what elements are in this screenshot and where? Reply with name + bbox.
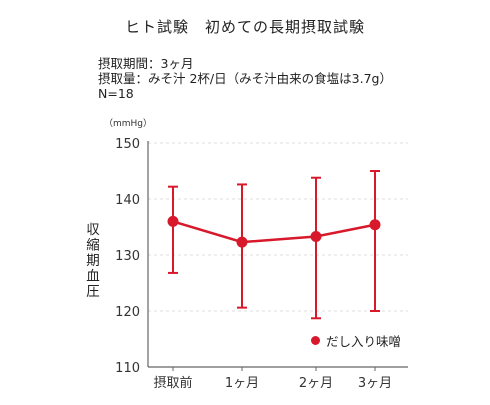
legend: だし入り味噌 bbox=[311, 331, 401, 350]
legend-label: だし入り味噌 bbox=[326, 334, 402, 349]
series-line bbox=[172, 220, 376, 244]
y-tick-label-150: 150 bbox=[115, 137, 140, 152]
data-point-0 bbox=[167, 215, 179, 227]
x-tick-label-0: 摂取前 bbox=[153, 375, 192, 391]
y-axis-label: 収縮期血圧 bbox=[83, 222, 99, 300]
data-point-3 bbox=[369, 219, 381, 231]
data-point-1 bbox=[236, 236, 248, 248]
legend-marker bbox=[311, 336, 320, 345]
intake-period: 摂取期間：3ヶ月 bbox=[98, 56, 194, 71]
data-point-2 bbox=[310, 231, 322, 243]
x-tick-label-3: 3ヶ月 bbox=[358, 376, 392, 391]
chart-title: ヒト試験 初めての長期摂取試験 bbox=[124, 18, 365, 36]
x-tick-label-2: 2ヶ月 bbox=[299, 376, 333, 391]
intake-amount: 摂取量：みそ汁 2杯/日（みそ汁由来の食塩は3.7g） bbox=[98, 71, 392, 86]
y-tick-label-140: 140 bbox=[115, 193, 140, 208]
y-tick-label-130: 130 bbox=[115, 249, 140, 264]
y-tick-label-110: 110 bbox=[115, 361, 140, 376]
x-tick-label-1: 1ヶ月 bbox=[225, 376, 259, 391]
y-axis-unit: （mmHg） bbox=[104, 119, 153, 129]
y-tick-label-120: 120 bbox=[115, 305, 140, 320]
sample-size: N=18 bbox=[98, 86, 134, 101]
